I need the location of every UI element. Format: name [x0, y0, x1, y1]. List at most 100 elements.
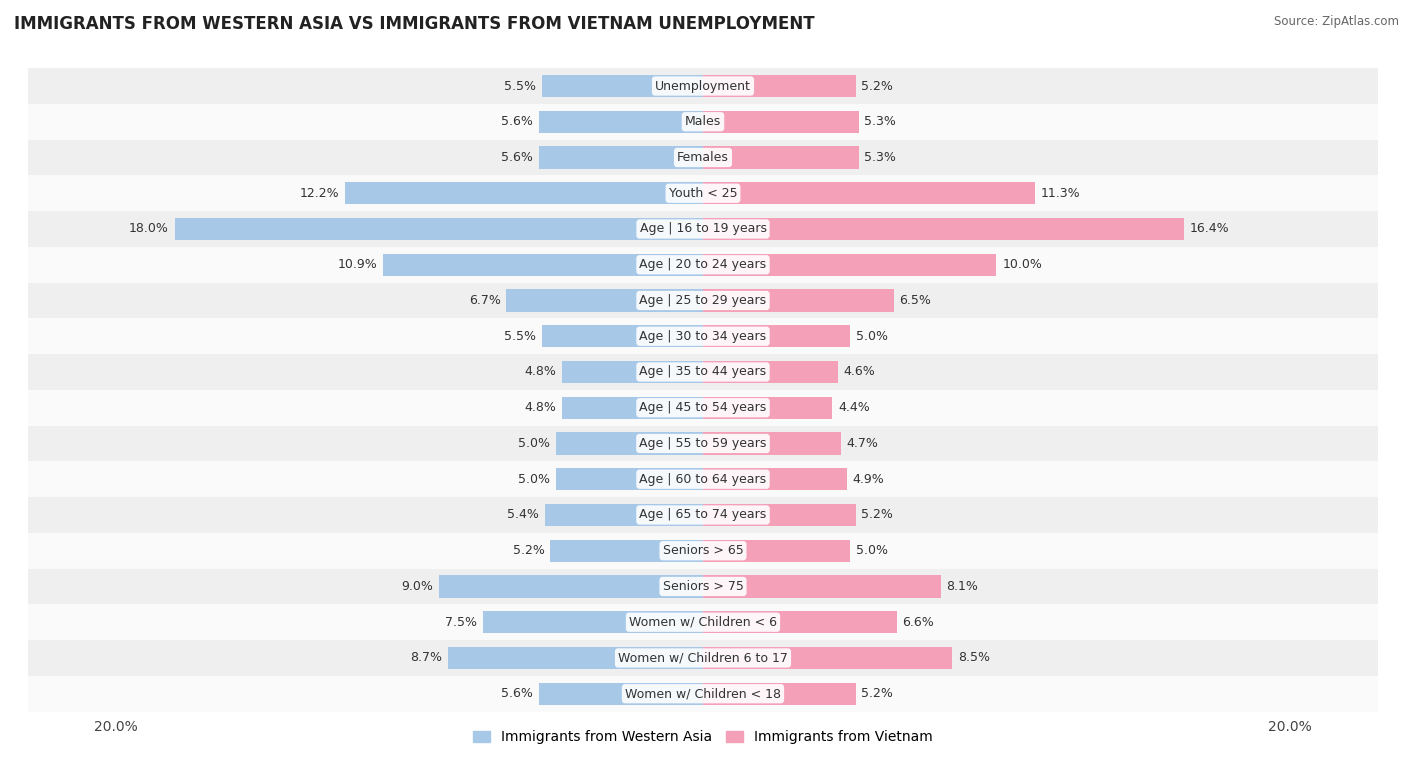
Bar [28, 676, 1378, 712]
Bar [28, 604, 1378, 640]
Text: Women w/ Children < 6: Women w/ Children < 6 [628, 615, 778, 629]
Bar [538, 146, 703, 169]
Text: IMMIGRANTS FROM WESTERN ASIA VS IMMIGRANTS FROM VIETNAM UNEMPLOYMENT: IMMIGRANTS FROM WESTERN ASIA VS IMMIGRAN… [14, 15, 814, 33]
Bar [544, 504, 703, 526]
Text: 5.0%: 5.0% [856, 544, 887, 557]
Text: 11.3%: 11.3% [1040, 187, 1080, 200]
Text: 5.2%: 5.2% [862, 509, 893, 522]
Bar [703, 146, 859, 169]
Bar [562, 397, 703, 419]
Bar [28, 319, 1378, 354]
Text: 4.8%: 4.8% [524, 401, 557, 414]
Text: 16.4%: 16.4% [1189, 223, 1230, 235]
Bar [447, 647, 703, 669]
Bar [28, 640, 1378, 676]
Bar [703, 397, 832, 419]
Bar [541, 75, 703, 97]
Text: Age | 45 to 54 years: Age | 45 to 54 years [640, 401, 766, 414]
Text: 5.6%: 5.6% [501, 151, 533, 164]
Text: 5.5%: 5.5% [503, 79, 536, 92]
Text: 8.1%: 8.1% [946, 580, 979, 593]
Text: Unemployment: Unemployment [655, 79, 751, 92]
Text: Females: Females [678, 151, 728, 164]
Text: 5.0%: 5.0% [519, 437, 550, 450]
Text: Age | 35 to 44 years: Age | 35 to 44 years [640, 366, 766, 378]
Text: Age | 30 to 34 years: Age | 30 to 34 years [640, 330, 766, 343]
Bar [541, 326, 703, 347]
Text: 7.5%: 7.5% [446, 615, 477, 629]
Text: Source: ZipAtlas.com: Source: ZipAtlas.com [1274, 15, 1399, 28]
Bar [557, 468, 703, 491]
Text: 6.7%: 6.7% [468, 294, 501, 307]
Bar [28, 104, 1378, 139]
Bar [506, 289, 703, 312]
Bar [28, 533, 1378, 569]
Bar [384, 254, 703, 276]
Text: Seniors > 75: Seniors > 75 [662, 580, 744, 593]
Text: Age | 55 to 59 years: Age | 55 to 59 years [640, 437, 766, 450]
Text: 5.6%: 5.6% [501, 115, 533, 128]
Text: 5.0%: 5.0% [519, 472, 550, 486]
Text: 18.0%: 18.0% [129, 223, 169, 235]
Bar [703, 182, 1035, 204]
Bar [28, 461, 1378, 497]
Bar [174, 218, 703, 240]
Bar [703, 611, 897, 634]
Text: 5.5%: 5.5% [503, 330, 536, 343]
Text: Age | 25 to 29 years: Age | 25 to 29 years [640, 294, 766, 307]
Bar [562, 361, 703, 383]
Text: 8.7%: 8.7% [411, 652, 441, 665]
Text: Age | 65 to 74 years: Age | 65 to 74 years [640, 509, 766, 522]
Text: 5.3%: 5.3% [865, 115, 896, 128]
Text: 10.9%: 10.9% [337, 258, 377, 271]
Text: Youth < 25: Youth < 25 [669, 187, 737, 200]
Bar [28, 569, 1378, 604]
Text: 4.6%: 4.6% [844, 366, 876, 378]
Text: Seniors > 65: Seniors > 65 [662, 544, 744, 557]
Bar [28, 247, 1378, 282]
Text: Women w/ Children 6 to 17: Women w/ Children 6 to 17 [619, 652, 787, 665]
Bar [538, 683, 703, 705]
Text: 5.2%: 5.2% [862, 79, 893, 92]
Bar [28, 139, 1378, 176]
Text: 4.7%: 4.7% [846, 437, 879, 450]
Bar [703, 647, 952, 669]
Bar [703, 575, 941, 597]
Text: Age | 20 to 24 years: Age | 20 to 24 years [640, 258, 766, 271]
Bar [703, 361, 838, 383]
Bar [28, 497, 1378, 533]
Bar [538, 111, 703, 132]
Bar [28, 282, 1378, 319]
Bar [550, 540, 703, 562]
Bar [344, 182, 703, 204]
Bar [28, 390, 1378, 425]
Text: 5.3%: 5.3% [865, 151, 896, 164]
Text: 5.2%: 5.2% [513, 544, 544, 557]
Legend: Immigrants from Western Asia, Immigrants from Vietnam: Immigrants from Western Asia, Immigrants… [468, 724, 938, 749]
Bar [482, 611, 703, 634]
Bar [439, 575, 703, 597]
Text: 4.8%: 4.8% [524, 366, 557, 378]
Text: 5.4%: 5.4% [506, 509, 538, 522]
Text: 5.6%: 5.6% [501, 687, 533, 700]
Text: Age | 16 to 19 years: Age | 16 to 19 years [640, 223, 766, 235]
Bar [703, 326, 849, 347]
Bar [28, 176, 1378, 211]
Text: 6.5%: 6.5% [900, 294, 931, 307]
Bar [28, 354, 1378, 390]
Bar [703, 504, 856, 526]
Text: 5.0%: 5.0% [856, 330, 887, 343]
Text: 4.9%: 4.9% [852, 472, 884, 486]
Bar [28, 425, 1378, 461]
Text: 5.2%: 5.2% [862, 687, 893, 700]
Bar [703, 540, 849, 562]
Bar [703, 289, 894, 312]
Text: Males: Males [685, 115, 721, 128]
Bar [703, 111, 859, 132]
Text: 9.0%: 9.0% [401, 580, 433, 593]
Bar [28, 211, 1378, 247]
Bar [703, 432, 841, 454]
Text: 12.2%: 12.2% [299, 187, 339, 200]
Text: 8.5%: 8.5% [959, 652, 990, 665]
Text: Women w/ Children < 18: Women w/ Children < 18 [626, 687, 780, 700]
